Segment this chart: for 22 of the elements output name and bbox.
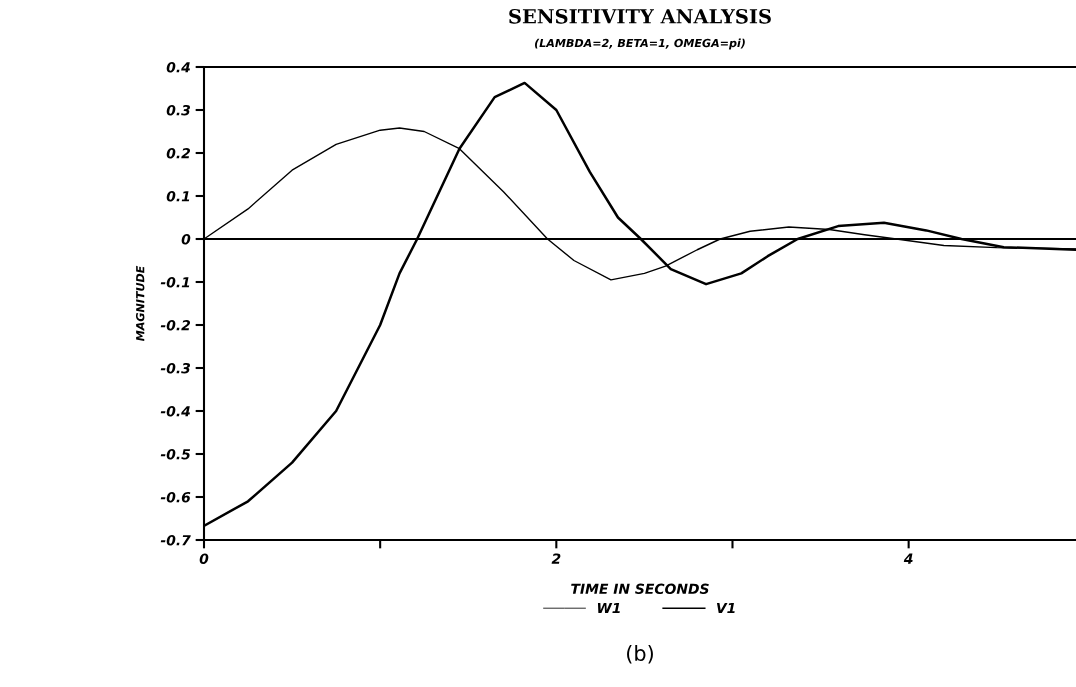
y-tick-label: -0.5: [160, 448, 191, 460]
y-tick-label: 0.1: [166, 190, 190, 202]
y-tick-label: -0.3: [160, 362, 190, 374]
text: (b): [627, 644, 653, 664]
y-tick-label: 0: [181, 233, 191, 245]
y-tick-label: -0.6: [160, 491, 191, 503]
y-tick-label: -0.1: [160, 276, 190, 288]
legend-label: W1: [597, 602, 620, 614]
y-tick-label: -0.2: [160, 319, 191, 331]
chart-subtitle: (LAMBDA=2, BETA=1, OMEGA=pi): [535, 38, 745, 50]
x-tick-label: 4: [903, 553, 913, 564]
x-axis-title: TIME IN SECONDS: [571, 583, 709, 595]
y-tick-label: -0.4: [160, 405, 190, 417]
y-axis-title: MAGNITUDE: [135, 265, 145, 342]
y-tick-label: 0.3: [166, 104, 190, 116]
y-tick-label: -0.7: [160, 534, 191, 546]
y-tick-label: 0.4: [166, 61, 190, 73]
x-tick-label: 0: [199, 553, 209, 564]
legend-label: V1: [716, 602, 735, 614]
x-tick-label: 2: [551, 553, 561, 564]
y-tick-label: 0.2: [166, 147, 191, 159]
chart-title: SENSITIVITY ANALYSIS: [509, 8, 771, 24]
